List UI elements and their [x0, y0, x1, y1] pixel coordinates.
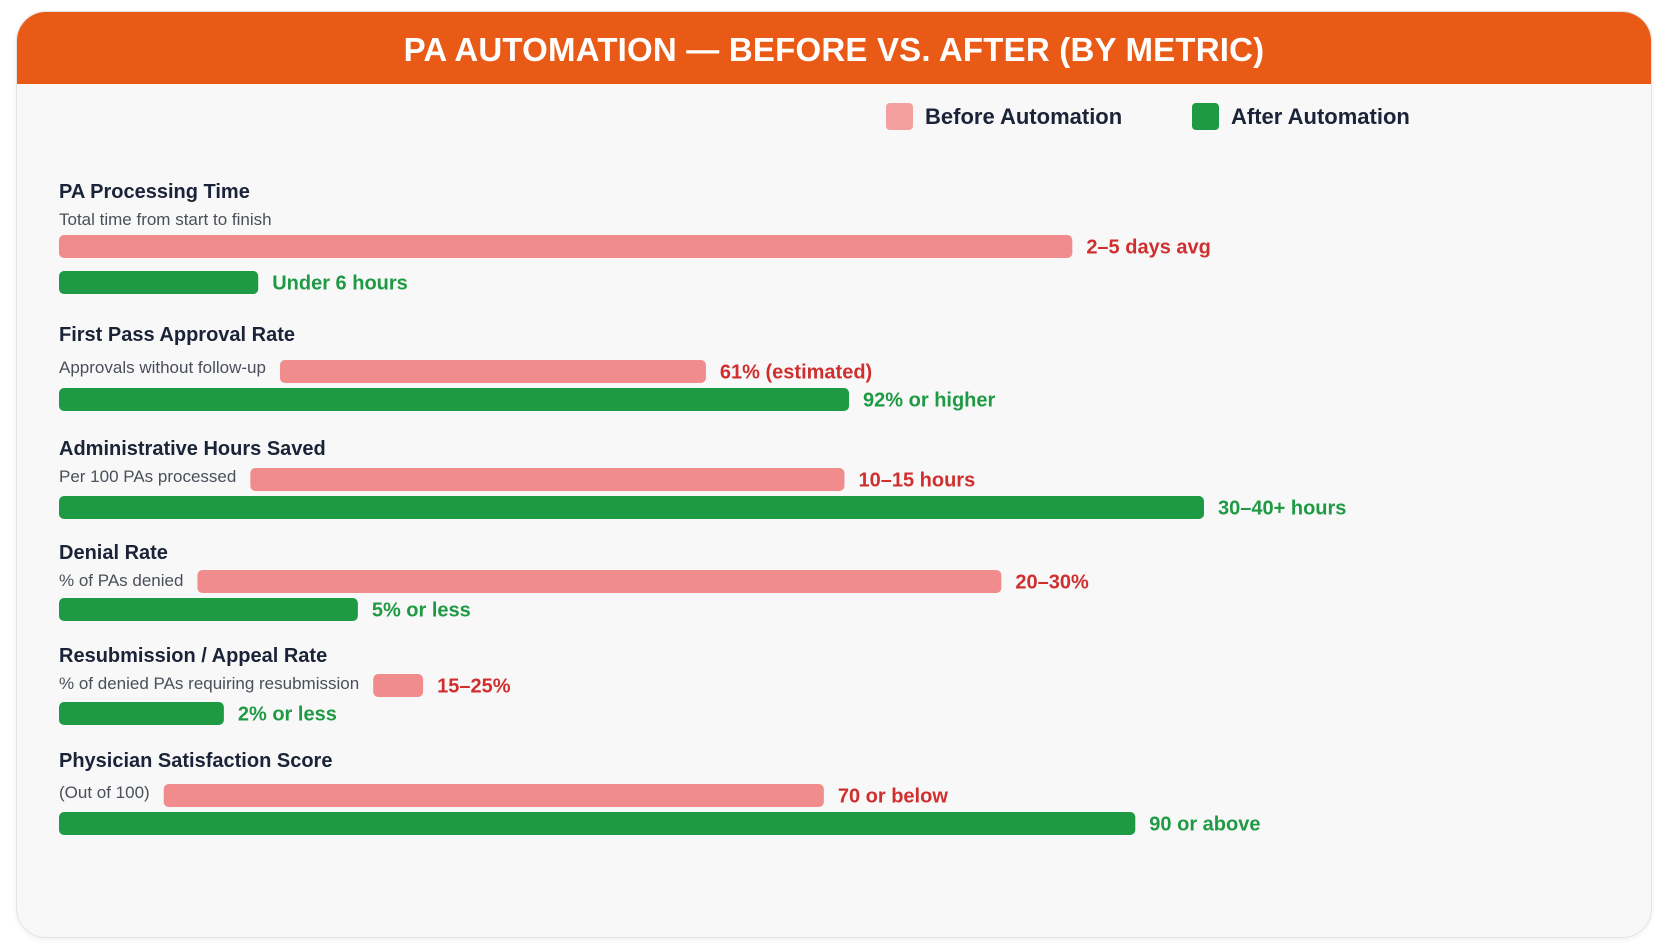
metric-title: PA Processing Time: [59, 181, 250, 203]
legend-before-swatch: [886, 103, 913, 130]
metric-title: Physician Satisfaction Score: [59, 750, 332, 772]
after-bar: [59, 598, 358, 621]
metric-title: Denial Rate: [59, 542, 168, 564]
metric-subtitle: Approvals without follow-up: [59, 358, 266, 377]
title-banner: PA AUTOMATION — BEFORE VS. AFTER (BY MET…: [17, 12, 1651, 84]
before-value-label: 70 or below: [838, 786, 948, 808]
before-value-label: 61% (estimated): [720, 362, 872, 384]
before-bar: [279, 360, 706, 383]
after-value-label: Under 6 hours: [272, 273, 408, 295]
before-value-label: 10–15 hours: [858, 470, 975, 492]
after-bar: [59, 388, 850, 411]
after-value-label: 92% or higher: [863, 390, 995, 412]
after-value-label: 90 or above: [1149, 814, 1260, 836]
before-value-label: 2–5 days avg: [1086, 237, 1211, 259]
before-bar: [163, 784, 824, 807]
chart-title: PA AUTOMATION — BEFORE VS. AFTER (BY MET…: [403, 31, 1265, 68]
before-bar: [197, 570, 1002, 593]
metric-row: PA Processing Time Total time from start …: [59, 181, 1211, 295]
after-bar: [59, 496, 1204, 519]
before-value-label: 20–30%: [1015, 572, 1089, 594]
metric-title: Administrative Hours Saved: [59, 438, 326, 460]
after-value-label: 5% or less: [372, 600, 471, 622]
metric-title: First Pass Approval Rate: [59, 324, 295, 346]
metric-subtitle: (Out of 100): [59, 783, 150, 802]
metric-subtitle: Total time from start to finish: [59, 210, 272, 229]
metric-title: Resubmission / Appeal Rate: [59, 645, 327, 667]
after-value-label: 30–40+ hours: [1218, 498, 1346, 520]
legend-after-label: After Automation: [1231, 104, 1410, 129]
metric-row: Administrative Hours Saved Per 100 PAs pr…: [59, 438, 1346, 520]
after-bar: [59, 812, 1136, 835]
after-value-label: 2% or less: [238, 704, 337, 726]
before-bar: [373, 674, 424, 697]
after-bar: [59, 271, 259, 294]
metric-row: Denial Rate % of PAs denied 20–30% 5% or le…: [59, 542, 1089, 622]
legend-after-swatch: [1192, 103, 1219, 130]
metric-row: Physician Satisfaction Score (Out of 100)…: [59, 750, 1260, 836]
metric-row: Resubmission / Appeal Rate % of denied PA…: [59, 645, 511, 726]
metric-row: First Pass Approval Rate Approvals withou…: [59, 324, 996, 412]
metric-subtitle: % of denied PAs requiring resubmission: [59, 674, 359, 693]
metric-subtitle: % of PAs denied: [59, 571, 183, 590]
before-bar: [59, 235, 1073, 258]
before-bar: [250, 468, 845, 491]
after-bar: [59, 702, 224, 725]
metric-subtitle: Per 100 PAs processed: [59, 467, 236, 486]
legend-before-label: Before Automation: [925, 104, 1123, 129]
before-value-label: 15–25%: [437, 676, 511, 698]
